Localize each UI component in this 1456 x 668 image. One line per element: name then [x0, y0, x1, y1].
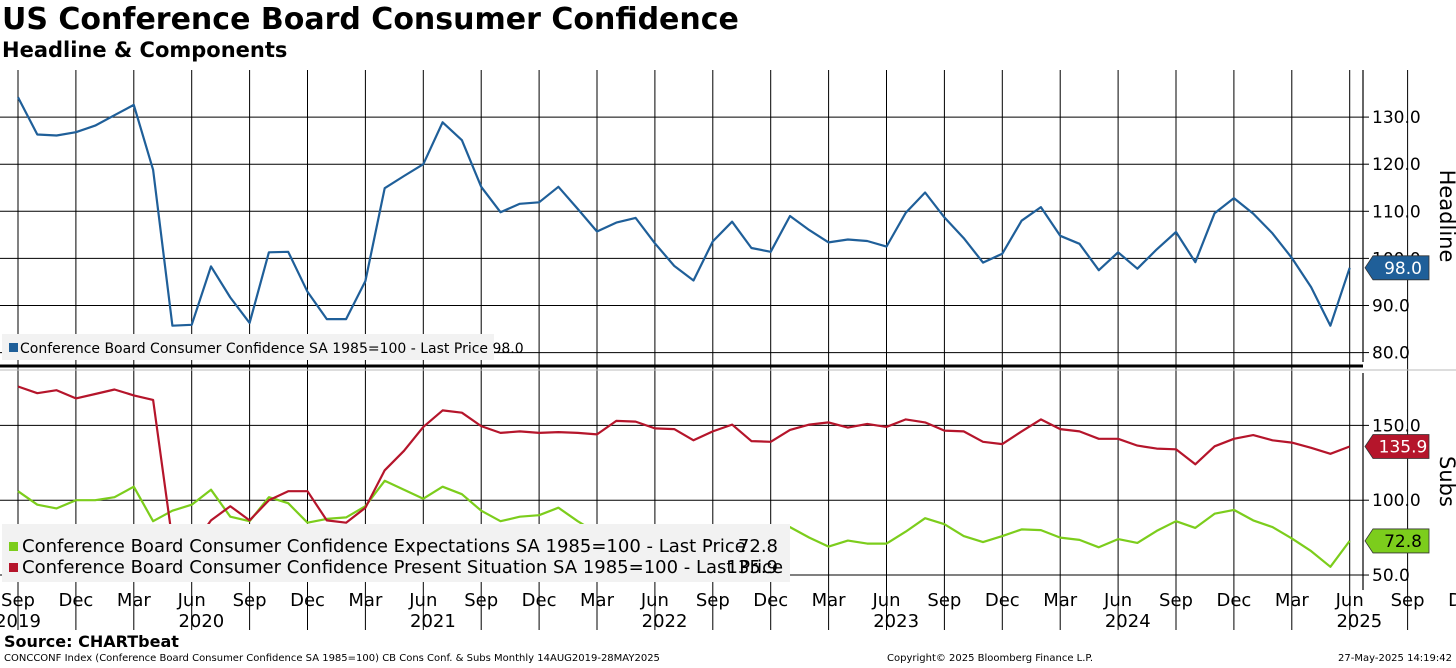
- x-tick-label-month: Dec: [985, 590, 1020, 611]
- series-line-conference-board-consumer-confidence-sa-1985-100: [17, 96, 1351, 327]
- legend-entry: Conference Board Consumer Confidence SA …: [20, 341, 524, 357]
- source-label: Source: CHARTbeat: [4, 632, 179, 651]
- x-tick-label-year: 2021: [410, 611, 456, 632]
- x-tick-label-month: Sep: [1159, 590, 1193, 611]
- x-tick-label-month: Mar: [348, 590, 383, 611]
- legend-swatch: [9, 542, 18, 551]
- y-tick-label: 110.0: [1372, 202, 1421, 222]
- y-axis-title: Subs: [1435, 456, 1456, 507]
- x-tick-label-month: Dec: [1216, 590, 1251, 611]
- last-price-flag: [1364, 434, 1430, 459]
- chart-title: US Conference Board Consumer Confidence: [2, 2, 739, 37]
- x-tick-label-year: 2022: [642, 611, 688, 632]
- x-tick-label-month: Mar: [812, 590, 847, 611]
- x-tick-label-month: Mar: [1275, 590, 1310, 611]
- y-tick-label: 130.0: [1372, 108, 1421, 128]
- x-tick-label-month: Dec: [58, 590, 93, 611]
- x-tick-label-month: Dec: [522, 590, 557, 611]
- y-tick-label: 150.0: [1372, 416, 1421, 436]
- x-tick-label-month: Jun: [871, 590, 900, 611]
- x-tick-label-month: Sep: [1, 590, 35, 611]
- last-price-label: 72.8: [1384, 532, 1422, 552]
- x-tick-label-month: Sep: [1391, 590, 1425, 611]
- legend-value: 72.8: [738, 536, 778, 557]
- series-line-conference-board-consumer-confidence-present-situation-sa-19: [17, 385, 1351, 549]
- x-tick-label-month: Dec: [1448, 590, 1456, 611]
- y-axis-title: Headline: [1435, 170, 1456, 263]
- legend-box-top: [2, 334, 494, 360]
- y-tick-label: 100.0: [1372, 491, 1421, 511]
- x-tick-label-year: 2019: [0, 611, 41, 632]
- x-tick-label-month: Jun: [1335, 590, 1364, 611]
- x-tick-label-month: Mar: [117, 590, 152, 611]
- x-tick-label-month: Mar: [580, 590, 615, 611]
- y-tick-label: 90.0: [1372, 296, 1410, 316]
- legend-entry: Conference Board Consumer Confidence Pre…: [22, 557, 783, 578]
- x-tick-label-year: 2020: [178, 611, 224, 632]
- y-tick-label: 80.0: [1372, 344, 1410, 364]
- legend-swatch: [9, 343, 18, 352]
- legend-box-bottom: [2, 524, 790, 582]
- last-price-flag: [1364, 255, 1430, 281]
- legend-value: 135.9: [726, 557, 778, 578]
- y-tick-label: 50.0: [1372, 566, 1410, 586]
- x-tick-label-month: Sep: [464, 590, 498, 611]
- x-tick-label-month: Dec: [290, 590, 325, 611]
- x-tick-label-year: 2025: [1336, 611, 1382, 632]
- x-tick-label-month: Sep: [233, 590, 267, 611]
- y-tick-label: 120.0: [1372, 155, 1421, 175]
- footer-copyright: Copyright© 2025 Bloomberg Finance L.P.: [887, 653, 1094, 664]
- x-tick-label-month: Mar: [1043, 590, 1078, 611]
- x-tick-label-month: Dec: [753, 590, 788, 611]
- footer-timestamp: 27-May-2025 14:19:42: [1338, 653, 1452, 664]
- last-price-label: 135.9: [1379, 437, 1428, 457]
- x-tick-label-month: Jun: [1103, 590, 1132, 611]
- legend-swatch: [9, 563, 18, 572]
- footer-index-info: CONCCONF Index (Conference Board Consume…: [4, 653, 660, 664]
- x-tick-label-year: 2024: [1105, 611, 1151, 632]
- x-tick-label-month: Jun: [640, 590, 669, 611]
- x-tick-label-year: 2023: [873, 611, 919, 632]
- x-tick-label-month: Jun: [177, 590, 206, 611]
- last-price-flag: [1364, 528, 1430, 554]
- x-tick-label-month: Sep: [927, 590, 961, 611]
- x-tick-label-month: Jun: [408, 590, 437, 611]
- legend-entry: Conference Board Consumer Confidence Exp…: [22, 536, 746, 557]
- last-price-label: 98.0: [1384, 259, 1422, 279]
- x-tick-label-month: Sep: [696, 590, 730, 611]
- chart-subtitle: Headline & Components: [2, 38, 288, 62]
